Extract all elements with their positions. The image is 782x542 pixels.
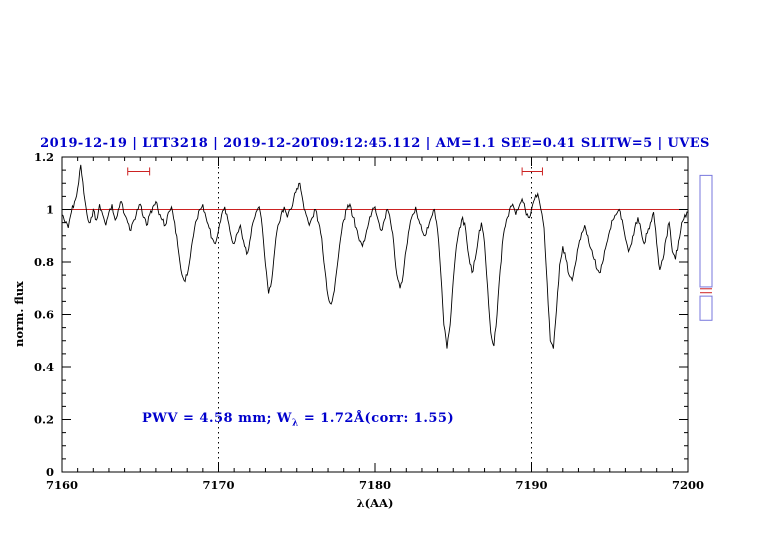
- spectrum-line: [61, 164, 689, 349]
- pwv-annotation: PWV = 4.58 mm; Wλ = 1.72Å(corr: 1.55): [142, 411, 454, 429]
- x-tick-label: 7180: [359, 478, 391, 492]
- plot-title: 2019-12-19 | LTT3218 | 2019-12-20T09:12:…: [40, 136, 710, 151]
- x-tick-label: 7190: [515, 478, 547, 492]
- y-tick-label: 0.4: [34, 360, 54, 374]
- x-axis-label: λ(AA): [356, 496, 394, 510]
- y-tick-label: 0.2: [34, 413, 54, 427]
- x-tick-label: 7160: [46, 478, 78, 492]
- y-tick-label: 1: [46, 203, 54, 217]
- y-tick-label: 0.8: [34, 255, 54, 269]
- pwv-annotation-part2: = 1.72Å(corr: 1.55): [298, 411, 455, 426]
- side-panel-box: [699, 174, 713, 288]
- x-tick-label: 7170: [202, 478, 234, 492]
- y-tick-label: 0: [46, 465, 54, 479]
- x-tick-label: 7200: [672, 478, 704, 492]
- y-tick-label: 0.6: [34, 308, 54, 322]
- axes-frame: [61, 156, 689, 473]
- pwv-annotation-sub: λ: [292, 418, 299, 429]
- side-panel-box: [699, 295, 713, 321]
- y-tick-label: 1.2: [34, 150, 54, 164]
- pwv-annotation-part1: PWV = 4.58 mm; W: [142, 411, 293, 426]
